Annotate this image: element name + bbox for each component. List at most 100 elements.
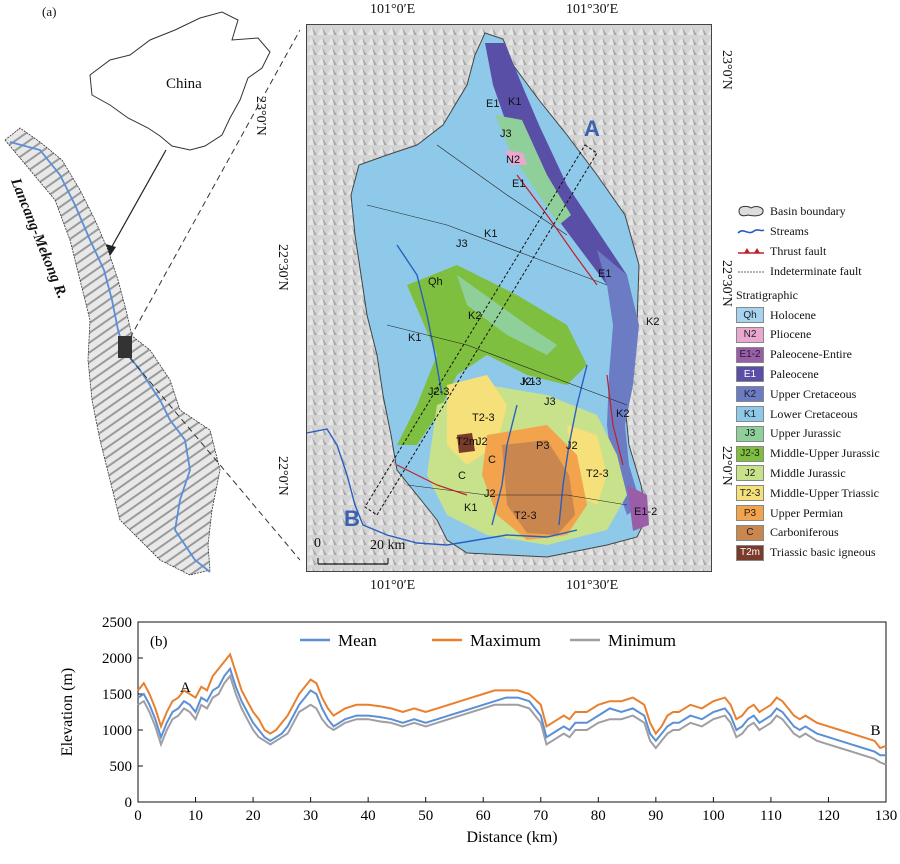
x-tick-label: 40 [361, 808, 376, 824]
unit-j2-3 [397, 265, 587, 445]
map-unit-label: K2 [468, 310, 482, 322]
map-unit-label: J2-3 [520, 376, 542, 388]
legend-swatch: T2-3 [736, 485, 764, 502]
lat-left-3: 22°0′N [275, 456, 290, 496]
y-tick-label: 1500 [102, 687, 132, 703]
x-tick-label: 30 [303, 808, 318, 824]
x-tick-label: 10 [188, 808, 203, 824]
legend-swatch: J2-3 [736, 445, 764, 462]
legend-unit-label: Paleocene-Entire [770, 347, 852, 362]
x-tick-label: 60 [476, 808, 491, 824]
legend-swatch: J3 [736, 425, 764, 442]
map-unit-label: T2-3 [514, 510, 537, 522]
lat-right-2: 22°30′N [719, 260, 734, 307]
legend-unit-label: Upper Jurassic [770, 426, 841, 441]
legend-unit-k2: K2 Upper Cretaceous [736, 385, 856, 403]
x-tick-label: 50 [418, 808, 433, 824]
legend-basin-boundary: Basin boundary [736, 202, 846, 220]
unit-n2 [505, 150, 527, 165]
overview-map [4, 11, 300, 576]
map-unit-label: J3 [456, 238, 468, 250]
map-unit-label: K2 [616, 408, 630, 420]
legend-swatch: J2 [736, 465, 764, 482]
map-unit-label: J2 [566, 440, 578, 452]
legend-swatch: N2 [736, 326, 764, 343]
map-unit-label: K1 [508, 96, 522, 108]
map-unit-label: E1-2 [634, 506, 658, 518]
unit-c [502, 440, 575, 535]
plot-frame [137, 621, 887, 803]
map-unit-label: J3 [544, 396, 556, 408]
map-unit-label: N2 [506, 154, 521, 166]
legend-swatch: E1 [736, 366, 764, 383]
legend-unit-t2-3: T2-3 Middle-Upper Triassic [736, 484, 879, 502]
thrust-faults [396, 174, 624, 496]
legend-swatch: E1-2 [736, 346, 764, 363]
x-tick-label: 0 [134, 808, 142, 824]
map-unit-label: Qh [428, 276, 443, 288]
legend-unit-label: Holocene [770, 307, 816, 322]
legend-swatch: K1 [736, 406, 764, 422]
profile-start-label: A [584, 116, 600, 141]
map-unit-label: C [458, 470, 466, 482]
streams [306, 244, 588, 546]
lon-top-1: 101°0′E [370, 2, 416, 17]
indeterminate-faults [366, 144, 628, 506]
scale-bar [317, 558, 389, 565]
legend-unit-label: Lower Cretaceous [770, 406, 858, 421]
legend-indeterminate-fault: Indeterminate fault [738, 263, 862, 278]
x-tick-label: 90 [648, 808, 663, 824]
map-unit-label: E1 [598, 268, 612, 280]
legend-unit-j2: J2 Middle Jurassic [736, 464, 846, 482]
x-tick-label: 110 [760, 808, 782, 824]
map-unit-label: K1 [484, 228, 498, 240]
legend-unit-k1: K1 Lower Cretaceous [736, 405, 858, 423]
main-map-frame [306, 24, 712, 572]
legend-unit-e1: E1 Paleocene [736, 365, 819, 383]
legend-swatch: K2 [736, 386, 764, 403]
geologic-map [306, 25, 711, 571]
map-unit-label: E1 [486, 98, 500, 110]
legend-unit-label: Upper Cretaceous [770, 386, 857, 401]
y-tick-label: 2500 [102, 615, 132, 631]
lon-top-2: 101°30′E [566, 2, 619, 17]
legend-label-maximum: Maximum [470, 631, 541, 650]
belt-e1 [485, 43, 627, 285]
lat-right-1: 23°0′N [719, 50, 734, 90]
x-tick-label: 130 [875, 808, 898, 824]
legend-unit-label: Triassic basic igneous [770, 545, 876, 560]
legend-stratigraphic-title: Stratigraphic [736, 287, 798, 302]
lon-bottom-2: 101°30′E [566, 578, 619, 593]
connector-top [129, 29, 300, 339]
panel-a-label: (a) [42, 4, 57, 19]
mekong-basin [4, 127, 221, 576]
unit-t2m [457, 433, 475, 453]
y-tick-label: 500 [110, 759, 133, 775]
legend-unit-label: Carboniferous [770, 525, 839, 540]
legend-unit-p3: P3 Upper Permian [736, 504, 843, 522]
map-unit-label: T2-3 [472, 412, 495, 424]
x-tick-label: 80 [591, 808, 606, 824]
legend-swatch: T2m [736, 544, 764, 561]
scale-label: 20 km [370, 538, 406, 553]
map-unit-label: J2 [484, 488, 496, 500]
profile-annotation-a: A [180, 680, 191, 696]
unit-e1-2 [627, 485, 649, 531]
legend-unit-label: Middle-Upper Jurassic [770, 446, 880, 461]
locator-arrow [109, 149, 167, 251]
legend-unit-j3: J3 Upper Jurassic [736, 425, 841, 443]
y-tick-label: 2000 [102, 651, 132, 667]
map-unit-label: T2-3 [586, 468, 609, 480]
lat-left-1: 23°0′N [253, 96, 268, 136]
map-unit-label: K1 [464, 502, 478, 514]
panel-b-label: (b) [150, 634, 168, 650]
legend-unit-label: Paleocene [770, 366, 819, 381]
map-unit-label: K1 [522, 376, 536, 388]
legend-swatch: P3 [736, 505, 764, 521]
y-tick-label: 0 [125, 795, 133, 811]
map-unit-label: J2 [476, 436, 488, 448]
profile-end-label: B [344, 506, 360, 531]
legend-unit-j2-3: J2-3 Middle-Upper Jurassic [736, 445, 880, 463]
legend-thrust-fault: Thrust fault [736, 242, 826, 260]
map-unit-label: C [488, 454, 496, 466]
